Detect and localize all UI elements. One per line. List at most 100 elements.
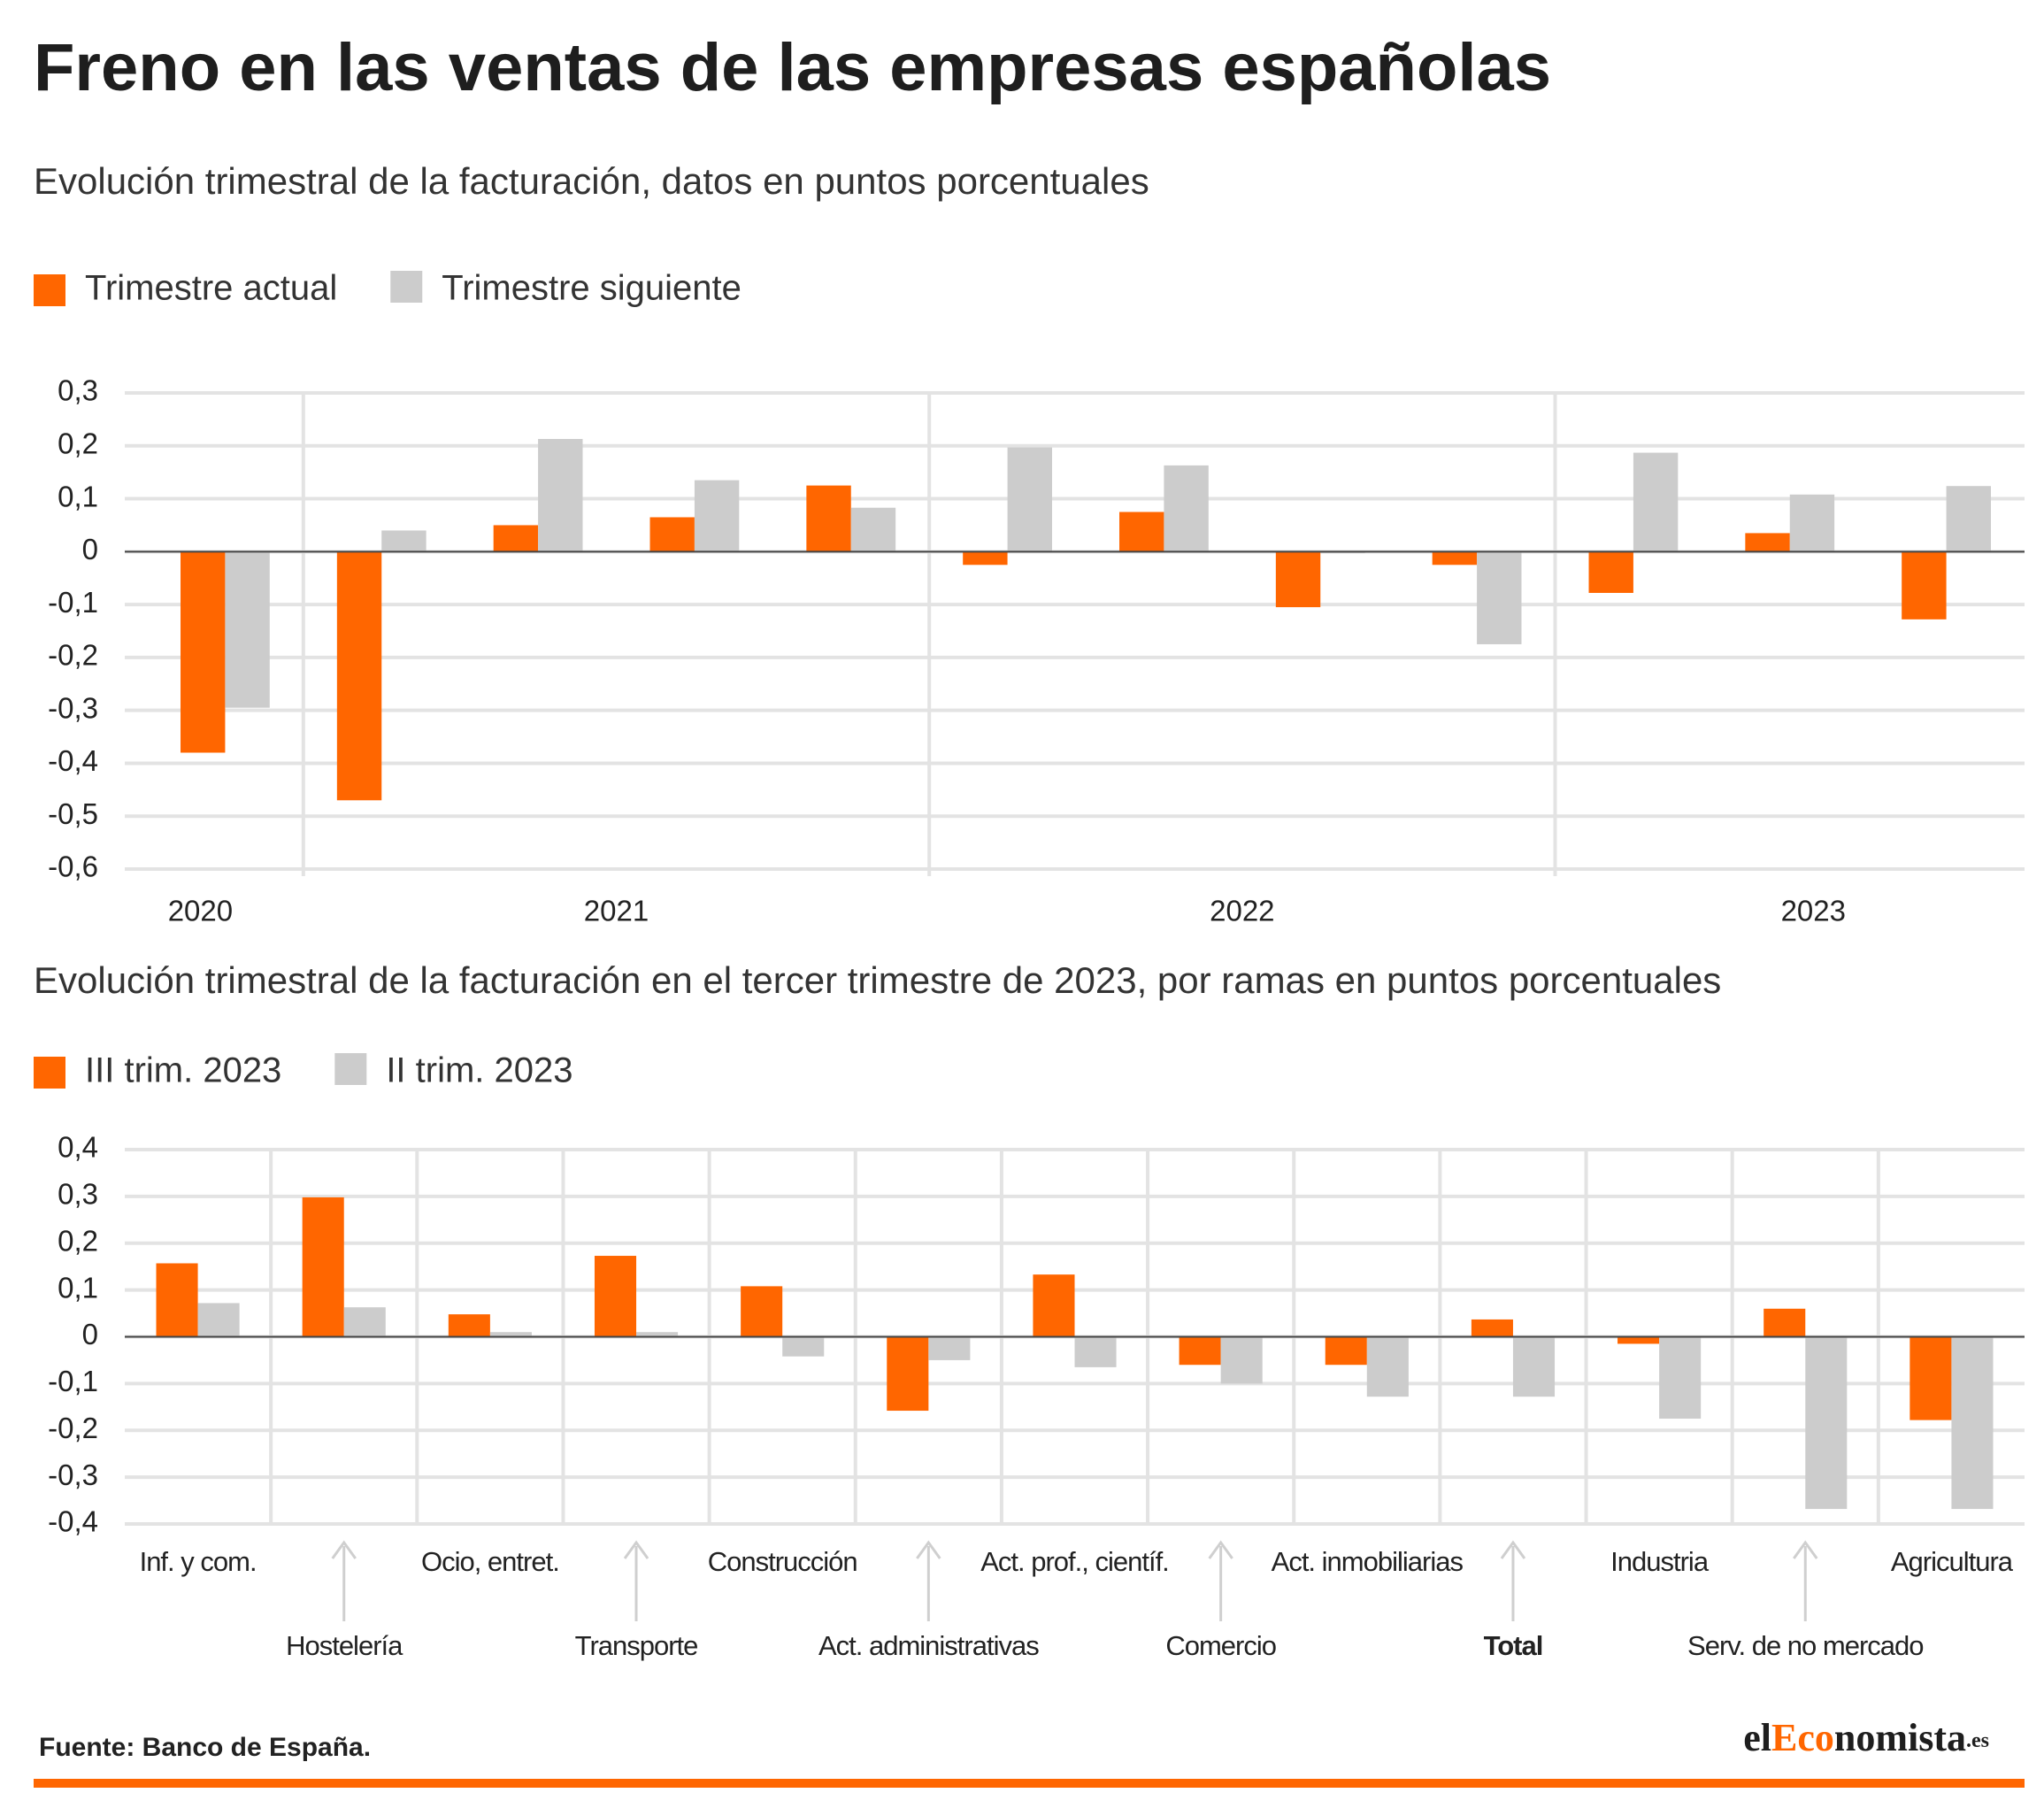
bar: [1179, 1336, 1221, 1366]
pointer-arrowhead: [623, 1540, 649, 1559]
bar: [225, 551, 270, 708]
bar: [1910, 1336, 1952, 1420]
bar: [1789, 494, 1835, 552]
bar: [1164, 465, 1209, 552]
pointer-arrowhead: [1208, 1540, 1233, 1559]
x-tick-label: Industria: [1610, 1546, 1710, 1577]
pointer-arrowhead: [1793, 1540, 1818, 1559]
y-tick-label: -0,4: [48, 1505, 98, 1538]
bar: [963, 551, 1008, 566]
bar: [1618, 1336, 1660, 1344]
y-tick-label: -0,4: [48, 744, 98, 777]
bar: [1477, 551, 1522, 644]
pointer-arrowhead: [1500, 1540, 1526, 1559]
bar: [1902, 551, 1947, 619]
y-tick-label: 0,2: [58, 427, 98, 459]
y-tick-label: -0,3: [48, 691, 98, 724]
y-tick-label: -0,2: [48, 1412, 98, 1444]
x-tick-label: 2023: [1781, 895, 1846, 927]
legend-swatch: [390, 271, 423, 303]
x-tick-label: Act. administrativas: [818, 1630, 1039, 1661]
x-tick-label: 2022: [1210, 895, 1274, 927]
bar: [1471, 1319, 1513, 1337]
x-tick-label: Agricultura: [1891, 1546, 2014, 1577]
x-tick-label: Act. inmobiliarias: [1272, 1546, 1464, 1577]
bar: [1588, 551, 1633, 593]
y-tick-label: 0,1: [58, 480, 98, 512]
bar: [649, 517, 695, 552]
bar: [336, 551, 382, 801]
bar: [343, 1307, 386, 1337]
chart-subtitle: Evolución trimestral de la facturación e…: [34, 959, 1721, 1001]
bar: [1633, 452, 1679, 552]
bar: [1275, 551, 1321, 608]
legend-label: Trimestre actual: [85, 269, 337, 308]
bar: [928, 1336, 971, 1360]
bar: [1432, 551, 1478, 566]
bar: [181, 551, 226, 753]
x-tick-label: Total: [1484, 1630, 1543, 1661]
legend-label: II trim. 2023: [386, 1051, 572, 1090]
y-tick-label: 0,4: [58, 1131, 98, 1164]
bar: [1764, 1308, 1806, 1337]
y-tick-label: -0,3: [48, 1458, 98, 1491]
bar: [741, 1286, 783, 1337]
bar: [197, 1303, 240, 1337]
bar: [302, 1197, 344, 1337]
x-tick-label: Inf. y com.: [140, 1546, 257, 1577]
x-tick-label: Transporte: [575, 1630, 698, 1661]
logo-part: Eco: [1771, 1716, 1834, 1759]
y-tick-label: -0,1: [48, 1365, 98, 1397]
y-tick-label: 0,1: [58, 1271, 98, 1304]
bar: [1745, 533, 1790, 552]
bar: [538, 439, 583, 552]
bar: [850, 507, 896, 552]
footer-rule: [34, 1779, 2025, 1788]
bar: [1951, 1336, 1994, 1510]
bar: [1033, 1274, 1075, 1337]
bar: [1220, 1336, 1263, 1384]
bar: [636, 1332, 679, 1337]
page-title: Freno en las ventas de las empresas espa…: [34, 30, 1551, 105]
x-tick-label: 2021: [584, 895, 649, 927]
bar: [489, 1332, 532, 1337]
bar: [782, 1336, 825, 1357]
bar: [493, 525, 539, 552]
legend-label: III trim. 2023: [85, 1051, 281, 1090]
y-tick-label: -0,5: [48, 797, 98, 830]
bar: [1659, 1336, 1702, 1420]
chart-subtitle: Evolución trimestral de la facturación, …: [34, 160, 1149, 202]
bar: [1512, 1336, 1556, 1397]
bar: [1007, 447, 1052, 552]
y-tick-label: 0,3: [58, 374, 98, 407]
logo-part: el: [1743, 1716, 1771, 1759]
y-tick-label: 0,2: [58, 1224, 98, 1257]
bar: [381, 530, 426, 552]
bar: [1119, 512, 1164, 552]
bar: [156, 1263, 198, 1337]
x-tick-label: 2020: [168, 895, 233, 927]
bar: [694, 480, 740, 552]
x-tick-label: Construcción: [708, 1546, 857, 1577]
x-tick-label: Comercio: [1165, 1630, 1276, 1661]
y-tick-label: 0: [82, 533, 98, 566]
bar: [1805, 1336, 1848, 1510]
bar: [806, 485, 851, 552]
legend-label: Trimestre siguiente: [442, 269, 742, 308]
x-tick-label: Act. prof., científ.: [980, 1546, 1169, 1577]
legend-swatch: [34, 1057, 65, 1089]
x-tick-label: Hostelería: [286, 1630, 403, 1661]
bar: [1366, 1336, 1409, 1397]
bar: [448, 1314, 490, 1337]
pointer-arrowhead: [916, 1540, 941, 1559]
bar: [1946, 486, 1991, 552]
y-tick-label: -0,2: [48, 639, 98, 672]
pointer-arrowhead: [331, 1540, 357, 1559]
logo: elEconomista.es: [1743, 1716, 1989, 1759]
y-tick-label: 0: [82, 1318, 98, 1350]
y-tick-label: 0,3: [58, 1178, 98, 1211]
bar: [1325, 1336, 1367, 1366]
legend-swatch: [34, 274, 65, 306]
x-tick-label: Serv. de no mercado: [1687, 1630, 1923, 1661]
